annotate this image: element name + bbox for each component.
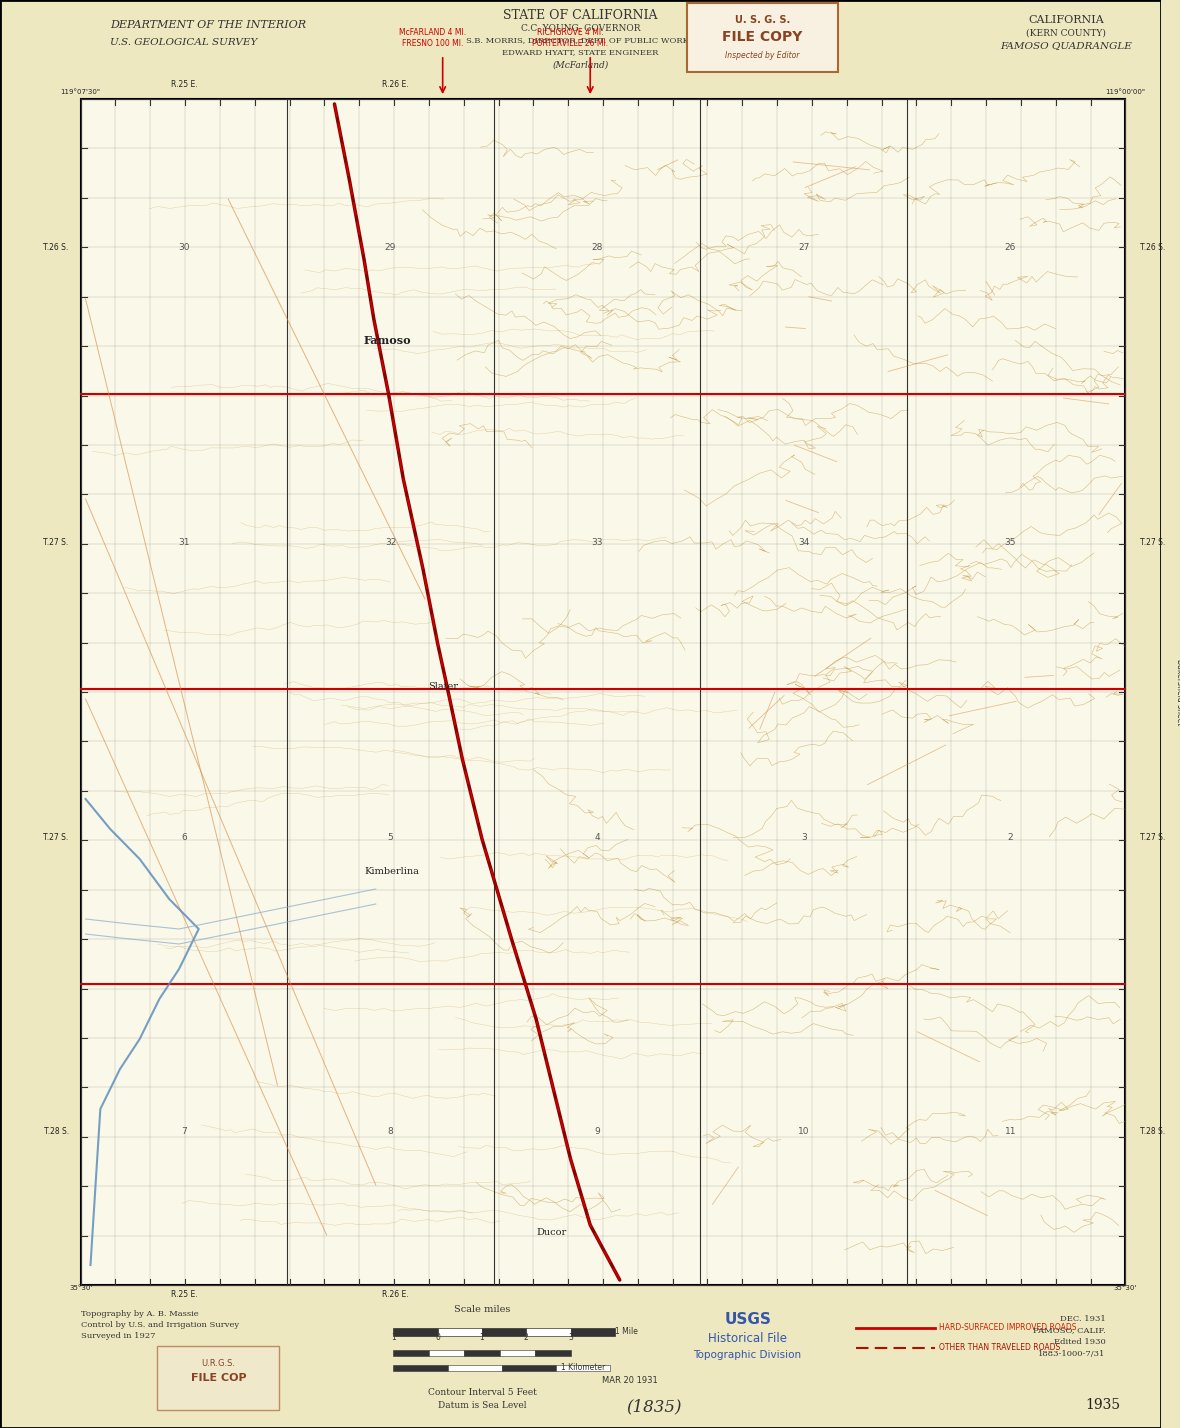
Text: Topography by A. B. Massie
Control by U.S. and Irrigation Survey
Surveyed in 192: Topography by A. B. Massie Control by U.… — [80, 1309, 238, 1339]
Text: Inspected by Editor: Inspected by Editor — [726, 50, 800, 60]
Bar — [438, 1328, 481, 1337]
Text: 27: 27 — [798, 243, 809, 251]
Text: McFARLAND 4 MI.
FRESNO 100 MI.: McFARLAND 4 MI. FRESNO 100 MI. — [399, 27, 466, 49]
Text: 35°30': 35°30' — [1114, 1285, 1138, 1291]
Text: 32: 32 — [385, 537, 396, 547]
Text: U.S. GEOLOGICAL SURVEY: U.S. GEOLOGICAL SURVEY — [110, 37, 257, 47]
Bar — [481, 1328, 526, 1337]
Text: 2: 2 — [1008, 833, 1014, 841]
Text: 34: 34 — [798, 537, 809, 547]
Text: 1 Mile: 1 Mile — [615, 1327, 637, 1335]
FancyBboxPatch shape — [157, 1347, 280, 1409]
Text: DEPARTMENT OF THE INTERIOR: DEPARTMENT OF THE INTERIOR — [110, 20, 307, 30]
Text: T.28 S.: T.28 S. — [1140, 1128, 1166, 1137]
Text: Slater: Slater — [428, 683, 458, 691]
Text: USGS: USGS — [725, 1312, 771, 1327]
Text: 6: 6 — [181, 833, 186, 841]
Text: 1: 1 — [391, 1332, 395, 1342]
Text: RICHGROVE 4 MI.
PORTERVILLE 26 MI.: RICHGROVE 4 MI. PORTERVILLE 26 MI. — [532, 27, 609, 49]
Text: 7: 7 — [181, 1128, 186, 1137]
Bar — [556, 1365, 610, 1371]
Text: R.26 E.: R.26 E. — [382, 80, 408, 89]
Text: 4: 4 — [595, 833, 599, 841]
Text: S.B. MORRIS, DIRECTOR, DEPT. OF PUBLIC WORKS: S.B. MORRIS, DIRECTOR, DEPT. OF PUBLIC W… — [466, 36, 695, 44]
Text: CALIFORNIA: CALIFORNIA — [1029, 16, 1104, 26]
Text: FILE COPY: FILE COPY — [722, 30, 802, 44]
Text: Kimberlina: Kimberlina — [363, 867, 419, 875]
Text: 3: 3 — [801, 833, 807, 841]
Text: Scale miles: Scale miles — [454, 1305, 510, 1314]
Text: Contour Interval 5 Feet
Datum is Sea Level: Contour Interval 5 Feet Datum is Sea Lev… — [427, 1388, 537, 1409]
Text: OTHER THAN TRAVELED ROADS: OTHER THAN TRAVELED ROADS — [939, 1344, 1061, 1352]
Text: (McFarland): (McFarland) — [552, 60, 609, 70]
Text: EDWARD HYATT, STATE ENGINEER: EDWARD HYATT, STATE ENGINEER — [503, 49, 658, 56]
Bar — [447, 1365, 502, 1371]
Text: FILE COP: FILE COP — [191, 1372, 247, 1382]
Text: U. S. G. S.: U. S. G. S. — [735, 16, 789, 26]
Text: 2: 2 — [524, 1332, 529, 1342]
Text: C.C. YOUNG, GOVERNOR: C.C. YOUNG, GOVERNOR — [520, 23, 640, 33]
Text: T.28 S.: T.28 S. — [44, 1128, 68, 1137]
Text: Bakersfield sheet: Bakersfield sheet — [1175, 658, 1180, 725]
Text: 1 Kilometer: 1 Kilometer — [560, 1364, 605, 1372]
Text: T.26 S.: T.26 S. — [1140, 243, 1166, 251]
Text: 11: 11 — [1004, 1128, 1016, 1137]
Bar — [393, 1328, 438, 1337]
Text: T.27 S.: T.27 S. — [44, 833, 68, 841]
Text: 28: 28 — [591, 243, 603, 251]
Text: 8: 8 — [388, 1128, 393, 1137]
FancyBboxPatch shape — [687, 3, 838, 71]
Text: 30: 30 — [178, 243, 190, 251]
Text: MAR 20 1931: MAR 20 1931 — [602, 1377, 657, 1385]
Text: R.26 E.: R.26 E. — [382, 1289, 408, 1299]
Text: Historical File: Historical File — [708, 1332, 787, 1345]
Text: U.R.G.S.: U.R.G.S. — [202, 1358, 235, 1368]
Text: (1835): (1835) — [627, 1398, 682, 1415]
Text: 0: 0 — [435, 1332, 440, 1342]
Text: 1: 1 — [479, 1332, 485, 1342]
Bar — [393, 1365, 447, 1371]
Bar — [80, 99, 1126, 1285]
Text: 3: 3 — [568, 1332, 573, 1342]
Text: FAMOSO QUADRANGLE: FAMOSO QUADRANGLE — [1001, 41, 1133, 50]
Text: 35: 35 — [1004, 537, 1016, 547]
Text: 1935: 1935 — [1086, 1398, 1121, 1412]
Text: 5: 5 — [388, 833, 393, 841]
Text: HARD-SURFACED IMPROVED ROADS: HARD-SURFACED IMPROVED ROADS — [939, 1324, 1077, 1332]
Bar — [464, 1349, 499, 1357]
Text: 35°30': 35°30' — [70, 1285, 92, 1291]
Bar — [502, 1365, 556, 1371]
Text: 119°07'30": 119°07'30" — [60, 89, 100, 96]
Text: STATE OF CALIFORNIA: STATE OF CALIFORNIA — [503, 9, 657, 21]
Bar — [571, 1328, 615, 1337]
Text: Topographic Division: Topographic Division — [694, 1349, 801, 1359]
Bar — [536, 1349, 571, 1357]
Bar — [393, 1349, 428, 1357]
Text: 119°00'00": 119°00'00" — [1106, 89, 1146, 96]
Text: T.27 S.: T.27 S. — [1140, 537, 1166, 547]
Text: Famoso: Famoso — [363, 336, 412, 346]
Bar — [428, 1349, 464, 1357]
Text: DEC. 1931
FAMOSO, CALIF.
Edited 1930
1883-1000-7/31: DEC. 1931 FAMOSO, CALIF. Edited 1930 188… — [1032, 1315, 1106, 1358]
Bar — [499, 1349, 536, 1357]
Text: 31: 31 — [178, 537, 190, 547]
Text: 29: 29 — [385, 243, 396, 251]
Text: 33: 33 — [591, 537, 603, 547]
Text: T.27 S.: T.27 S. — [44, 537, 68, 547]
Text: R.25 E.: R.25 E. — [171, 1289, 197, 1299]
Text: T.27 S.: T.27 S. — [1140, 833, 1166, 841]
Bar — [526, 1328, 571, 1337]
Text: R.25 E.: R.25 E. — [171, 80, 197, 89]
Text: 10: 10 — [798, 1128, 809, 1137]
Text: T.26 S.: T.26 S. — [44, 243, 68, 251]
Text: 9: 9 — [595, 1128, 599, 1137]
Text: (KERN COUNTY): (KERN COUNTY) — [1027, 29, 1107, 37]
Text: 26: 26 — [1004, 243, 1016, 251]
Text: Ducor: Ducor — [536, 1228, 566, 1237]
